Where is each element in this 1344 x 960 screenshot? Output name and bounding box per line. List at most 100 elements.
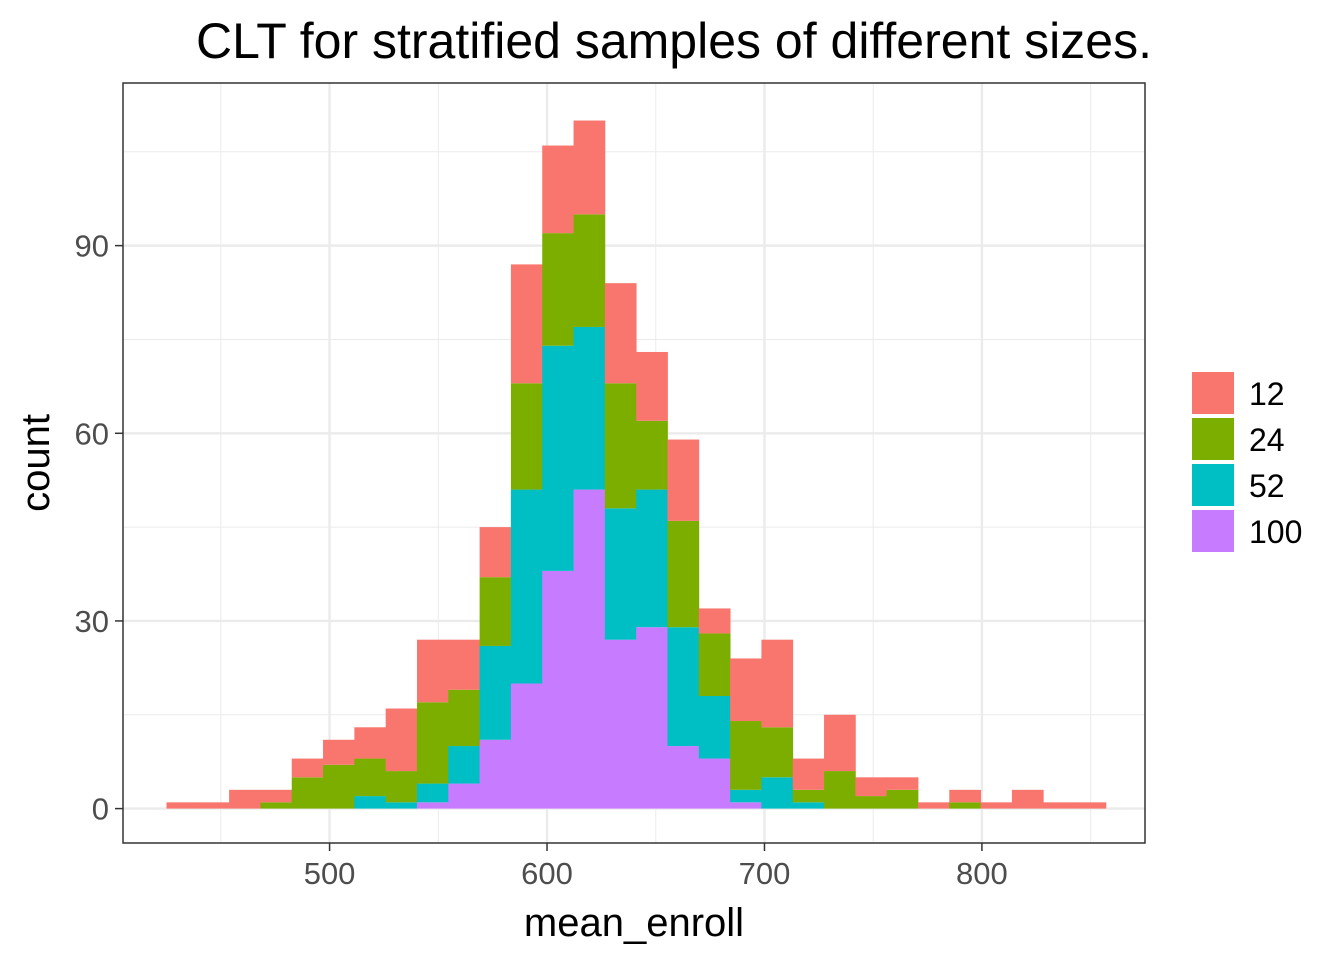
bar-segment-24 <box>824 771 856 809</box>
bar-segment-24 <box>479 577 512 646</box>
bar-segment-12 <box>1011 789 1044 809</box>
bar-segment-12 <box>1043 802 1075 809</box>
bar-segment-12 <box>824 714 856 772</box>
bar-segment-100 <box>542 570 574 809</box>
x-tick-label: 700 <box>739 856 791 891</box>
bar-segment-12 <box>166 802 199 809</box>
legend-key-24 <box>1192 418 1234 460</box>
bar-segment-52 <box>385 802 418 809</box>
legend-label-24: 24 <box>1249 422 1285 458</box>
bar-segment-24 <box>385 771 418 803</box>
legend-label-100: 100 <box>1249 514 1302 550</box>
bar-segment-24 <box>730 721 762 790</box>
bar-segment-52 <box>730 789 762 803</box>
bar-segment-12 <box>698 608 731 634</box>
bar-segment-24 <box>667 520 700 628</box>
bar-segment-52 <box>510 489 543 684</box>
bar-segment-12 <box>385 708 418 772</box>
bar-segment-100 <box>416 802 449 809</box>
y-tick-label: 60 <box>75 416 109 451</box>
bar-segment-24 <box>886 789 919 809</box>
bars-layer <box>166 120 1107 809</box>
bar-segment-24 <box>949 802 982 809</box>
bar-segment-12 <box>291 758 324 778</box>
bar-segment-52 <box>604 508 637 640</box>
x-tick-label: 500 <box>304 856 356 891</box>
bar-segment-24 <box>416 702 449 784</box>
bar-segment-12 <box>636 351 668 421</box>
bar-segment-52 <box>573 326 606 490</box>
bar-segment-12 <box>448 639 481 690</box>
bar-segment-24 <box>448 689 481 747</box>
bar-segment-100 <box>479 739 512 809</box>
bar-segment-12 <box>573 120 606 215</box>
bar-segment-52 <box>761 777 794 809</box>
bar-segment-52 <box>448 746 481 784</box>
y-axis-title: count <box>14 414 58 512</box>
bar-segment-52 <box>667 627 700 747</box>
legend-key-52 <box>1192 464 1234 506</box>
bar-segment-12 <box>479 527 512 578</box>
bar-segment-100 <box>636 627 668 809</box>
legend-key-100 <box>1192 510 1234 552</box>
bar-segment-12 <box>229 789 261 809</box>
x-axis-title: mean_enroll <box>524 901 744 945</box>
bar-segment-12 <box>354 727 387 759</box>
bar-segment-12 <box>855 777 888 797</box>
bar-segment-12 <box>667 439 700 521</box>
bar-segment-52 <box>792 802 825 809</box>
bar-segment-52 <box>698 696 731 759</box>
bar-segment-24 <box>542 233 574 346</box>
plot-border <box>122 82 1146 844</box>
bar-segment-24 <box>510 383 543 490</box>
bar-segment-100 <box>510 683 543 809</box>
bar-segment-100 <box>698 758 731 809</box>
bar-segment-12 <box>542 145 574 234</box>
bar-segment-12 <box>761 639 794 728</box>
x-tick-label: 800 <box>956 856 1008 891</box>
chart-title: CLT for stratified samples of different … <box>196 13 1152 69</box>
legend: 12 24 52 100 <box>1192 372 1302 552</box>
bar-segment-12 <box>604 283 637 384</box>
bar-segment-12 <box>323 739 355 765</box>
x-axis: 500 600 700 800 <box>304 843 1008 891</box>
bar-segment-100 <box>573 489 606 809</box>
bar-segment-24 <box>354 758 387 797</box>
legend-label-52: 52 <box>1249 468 1285 504</box>
bar-segment-12 <box>260 789 293 803</box>
bar-segment-24 <box>323 764 355 809</box>
bar-segment-24 <box>291 777 324 809</box>
bar-segment-12 <box>197 802 230 809</box>
x-tick-label: 600 <box>521 856 573 891</box>
bar-segment-52 <box>416 783 449 803</box>
legend-label-12: 12 <box>1249 376 1285 412</box>
bar-segment-24 <box>636 420 668 490</box>
y-axis: 0 30 60 90 <box>75 229 123 827</box>
bar-segment-12 <box>949 789 982 803</box>
bar-segment-52 <box>479 645 512 740</box>
bar-segment-24 <box>761 727 794 778</box>
y-tick-label: 0 <box>92 792 109 827</box>
bar-segment-24 <box>698 633 731 697</box>
bar-segment-100 <box>604 639 637 809</box>
bar-segment-12 <box>510 264 543 384</box>
bar-segment-52 <box>542 345 574 571</box>
bar-segment-100 <box>730 802 762 809</box>
bar-segment-24 <box>260 802 293 809</box>
y-tick-label: 30 <box>75 604 109 639</box>
bar-segment-12 <box>980 802 1013 809</box>
bar-segment-52 <box>636 489 668 628</box>
bar-segment-12 <box>886 777 919 790</box>
bar-segment-12 <box>1074 802 1107 809</box>
bar-segment-52 <box>354 796 387 809</box>
bar-segment-12 <box>917 802 950 809</box>
bar-segment-24 <box>855 796 888 809</box>
y-tick-label: 90 <box>75 229 109 264</box>
bar-segment-12 <box>730 658 762 722</box>
bar-segment-12 <box>416 639 449 703</box>
bar-segment-24 <box>792 789 825 803</box>
bar-segment-24 <box>604 383 637 509</box>
bar-segment-12 <box>792 758 825 790</box>
bar-segment-24 <box>573 214 606 327</box>
